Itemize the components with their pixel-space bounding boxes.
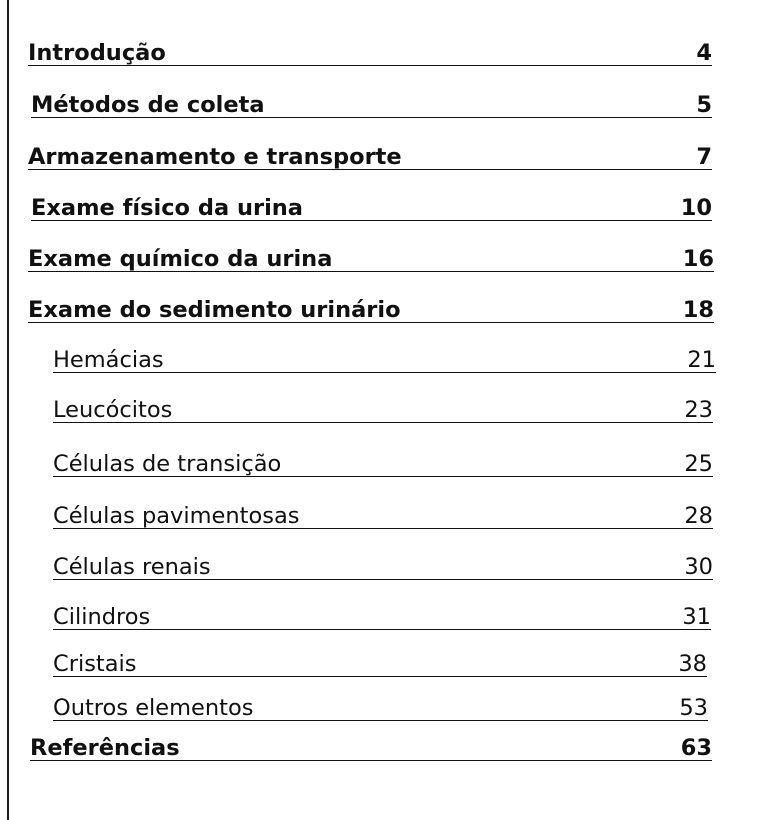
page-left-border	[7, 0, 9, 820]
toc-entry-leucocitos[interactable]: Leucócitos 23	[53, 395, 713, 423]
toc-entry-title: Métodos de coleta	[31, 92, 265, 118]
toc-entry-page: 53	[679, 695, 708, 721]
toc-entry-page: 21	[687, 347, 716, 373]
toc-entry-page: 38	[678, 651, 707, 677]
toc-entry-hemacias[interactable]: Hemácias 21	[53, 345, 716, 373]
toc-entry-page: 28	[684, 503, 713, 529]
toc-entry-celulas-transicao[interactable]: Células de transição 25	[53, 449, 713, 477]
toc-entry-exame-fisico[interactable]: Exame físico da urina 10	[31, 191, 712, 221]
toc-entry-title: Células de transição	[53, 451, 282, 477]
toc-entry-title: Exame do sedimento urinário	[28, 297, 401, 323]
toc-entry-celulas-pavimentosas[interactable]: Células pavimentosas 28	[53, 501, 713, 529]
toc-entry-page: 7	[696, 144, 712, 170]
toc-entry-page: 16	[682, 246, 714, 272]
toc-entry-armazenamento[interactable]: Armazenamento e transporte 7	[28, 140, 712, 170]
toc-entry-outros-elementos[interactable]: Outros elementos 53	[53, 693, 708, 721]
toc-entry-title: Introdução	[28, 40, 166, 66]
toc-entry-metodos-de-coleta[interactable]: Métodos de coleta 5	[31, 88, 712, 118]
toc-entry-title: Exame físico da urina	[31, 195, 303, 221]
toc-entry-title: Células renais	[53, 554, 211, 580]
toc-entry-page: 31	[682, 604, 711, 630]
toc-entry-title: Cristais	[53, 651, 137, 677]
toc-entry-title: Hemácias	[53, 347, 164, 373]
toc-entry-page: 63	[680, 735, 712, 761]
toc-entry-page: 25	[684, 451, 713, 477]
toc-entry-title: Outros elementos	[53, 695, 254, 721]
toc-entry-title: Cilindros	[53, 604, 151, 630]
toc-entry-page: 18	[682, 297, 714, 323]
toc-entry-celulas-renais[interactable]: Células renais 30	[53, 552, 713, 580]
toc-entry-referencias[interactable]: Referências 63	[30, 731, 712, 761]
toc-entry-exame-sedimento[interactable]: Exame do sedimento urinário 18	[28, 293, 714, 323]
toc-entry-title: Armazenamento e transporte	[28, 144, 402, 170]
toc-entry-exame-quimico[interactable]: Exame químico da urina 16	[28, 242, 714, 272]
toc-entry-title: Referências	[30, 735, 180, 761]
toc-entry-page: 4	[696, 40, 712, 66]
toc-entry-title: Exame químico da urina	[28, 246, 333, 272]
toc-entry-introducao[interactable]: Introdução 4	[28, 36, 712, 66]
toc-entry-title: Células pavimentosas	[53, 503, 300, 529]
toc-entry-cilindros[interactable]: Cilindros 31	[53, 602, 711, 630]
toc-entry-page: 5	[696, 92, 712, 118]
toc-entry-page: 10	[680, 195, 712, 221]
toc-entry-cristais[interactable]: Cristais 38	[53, 649, 707, 677]
toc-entry-title: Leucócitos	[53, 397, 173, 423]
toc-entry-page: 23	[684, 397, 713, 423]
toc-entry-page: 30	[684, 554, 713, 580]
